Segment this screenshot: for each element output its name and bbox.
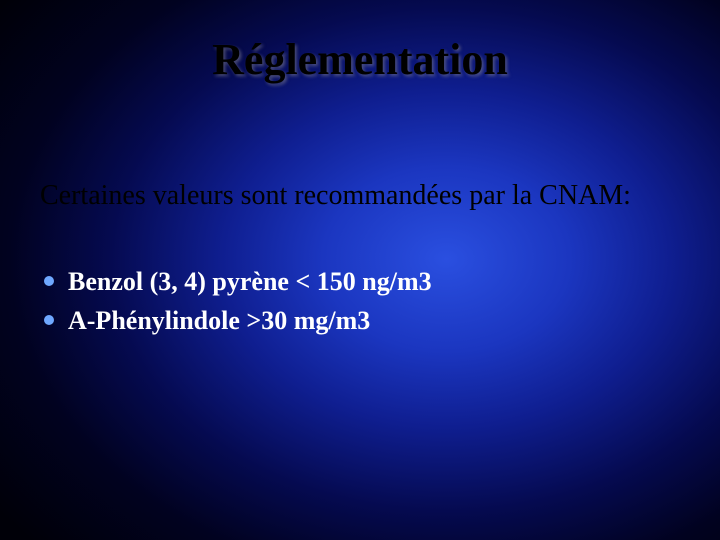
slide-subtitle: Certaines valeurs sont recommandées par … — [40, 180, 700, 212]
bullet-list: Benzol (3, 4) pyrène < 150 ng/m3 A-Phény… — [40, 264, 700, 342]
slide: Réglementation Certaines valeurs sont re… — [0, 0, 720, 540]
slide-title: Réglementation — [0, 34, 720, 85]
list-item: A-Phénylindole >30 mg/m3 — [40, 303, 700, 338]
list-item: Benzol (3, 4) pyrène < 150 ng/m3 — [40, 264, 700, 299]
